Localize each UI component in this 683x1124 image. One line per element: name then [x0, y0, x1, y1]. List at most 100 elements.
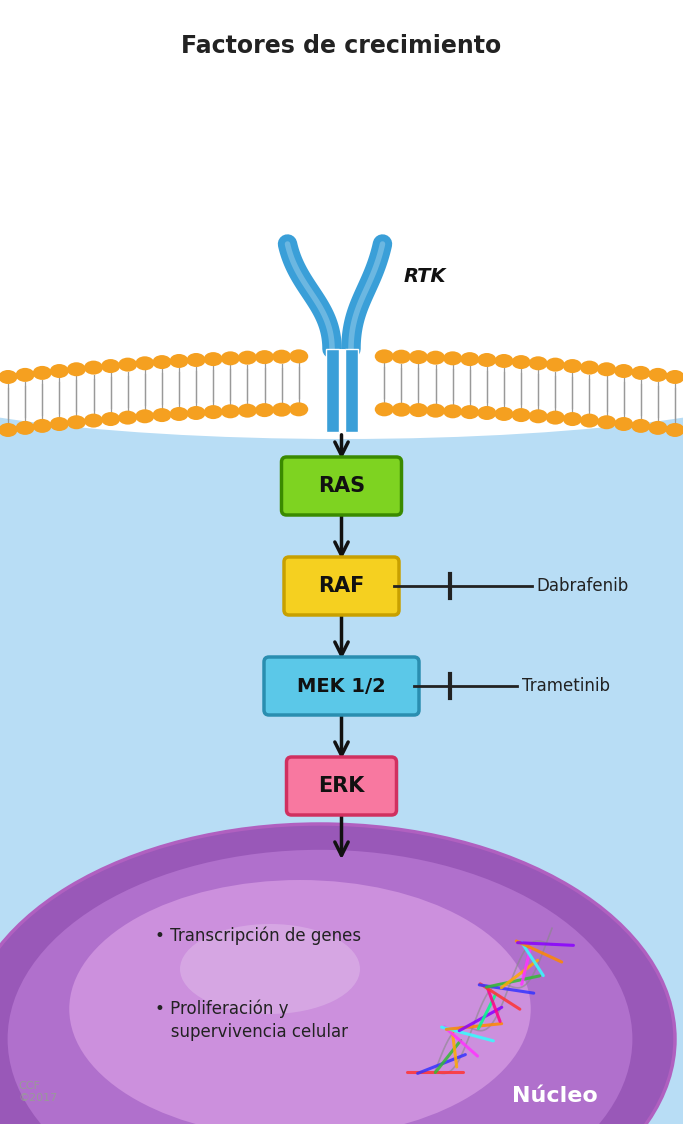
- Ellipse shape: [648, 368, 667, 382]
- Ellipse shape: [529, 409, 548, 424]
- Text: • Transcripción de genes: • Transcripción de genes: [155, 927, 361, 945]
- Ellipse shape: [512, 355, 531, 369]
- Ellipse shape: [169, 407, 189, 422]
- Ellipse shape: [238, 404, 257, 418]
- Ellipse shape: [529, 356, 548, 370]
- Ellipse shape: [180, 924, 360, 1014]
- Text: CCF
©2017: CCF ©2017: [18, 1081, 57, 1103]
- Ellipse shape: [67, 362, 86, 377]
- Text: Núcleo: Núcleo: [512, 1086, 598, 1106]
- Ellipse shape: [0, 370, 18, 384]
- Ellipse shape: [289, 350, 308, 363]
- Ellipse shape: [255, 404, 274, 417]
- Bar: [326, 348, 339, 432]
- Ellipse shape: [101, 413, 120, 426]
- Ellipse shape: [375, 350, 394, 363]
- Ellipse shape: [50, 364, 69, 378]
- Ellipse shape: [409, 404, 428, 417]
- Ellipse shape: [50, 417, 69, 430]
- Ellipse shape: [0, 824, 675, 1124]
- Text: RAF: RAF: [318, 575, 365, 596]
- Ellipse shape: [169, 354, 189, 368]
- Ellipse shape: [84, 414, 103, 427]
- Ellipse shape: [426, 404, 445, 418]
- Ellipse shape: [563, 413, 582, 426]
- Ellipse shape: [84, 361, 103, 374]
- Ellipse shape: [580, 414, 599, 427]
- Bar: [0, 369, 683, 1124]
- Ellipse shape: [0, 299, 683, 439]
- Ellipse shape: [375, 402, 394, 416]
- Ellipse shape: [67, 415, 86, 429]
- Ellipse shape: [16, 420, 35, 435]
- Ellipse shape: [631, 366, 650, 380]
- Ellipse shape: [665, 370, 683, 384]
- Ellipse shape: [426, 351, 445, 364]
- Text: • Proliferación y
   supervivencia celular: • Proliferación y supervivencia celular: [155, 999, 348, 1041]
- FancyBboxPatch shape: [281, 457, 402, 515]
- Ellipse shape: [597, 362, 616, 377]
- Ellipse shape: [16, 368, 35, 382]
- Ellipse shape: [563, 359, 582, 373]
- Ellipse shape: [494, 407, 514, 422]
- Text: RAS: RAS: [318, 475, 365, 496]
- Ellipse shape: [118, 357, 137, 372]
- Ellipse shape: [101, 359, 120, 373]
- Ellipse shape: [597, 415, 616, 429]
- Ellipse shape: [69, 880, 531, 1124]
- Ellipse shape: [580, 361, 599, 374]
- Ellipse shape: [289, 402, 308, 416]
- FancyBboxPatch shape: [286, 756, 397, 815]
- Bar: [339, 348, 344, 432]
- Ellipse shape: [272, 350, 291, 364]
- Ellipse shape: [0, 423, 18, 437]
- Text: Dabrafenib: Dabrafenib: [537, 577, 629, 595]
- Ellipse shape: [546, 410, 565, 425]
- Ellipse shape: [204, 405, 223, 419]
- Ellipse shape: [460, 405, 479, 419]
- Ellipse shape: [614, 364, 633, 378]
- Ellipse shape: [460, 352, 479, 366]
- Ellipse shape: [477, 406, 497, 420]
- FancyBboxPatch shape: [284, 558, 399, 615]
- Ellipse shape: [33, 419, 52, 433]
- Ellipse shape: [272, 402, 291, 417]
- Ellipse shape: [443, 352, 462, 365]
- Ellipse shape: [477, 353, 497, 368]
- Ellipse shape: [648, 420, 667, 435]
- Ellipse shape: [631, 419, 650, 433]
- Bar: [0, 0, 683, 348]
- Ellipse shape: [255, 350, 274, 364]
- Ellipse shape: [186, 406, 206, 420]
- Ellipse shape: [33, 366, 52, 380]
- Ellipse shape: [0, 309, 683, 419]
- Ellipse shape: [186, 353, 206, 368]
- FancyBboxPatch shape: [264, 658, 419, 715]
- Text: RTK: RTK: [404, 268, 446, 287]
- Ellipse shape: [221, 405, 240, 418]
- Ellipse shape: [152, 355, 171, 369]
- Bar: [344, 348, 357, 432]
- Ellipse shape: [512, 408, 531, 423]
- Text: MEK 1/2: MEK 1/2: [297, 677, 386, 696]
- Ellipse shape: [152, 408, 171, 423]
- Ellipse shape: [614, 417, 633, 430]
- Ellipse shape: [135, 409, 154, 424]
- Ellipse shape: [204, 352, 223, 366]
- Ellipse shape: [665, 423, 683, 437]
- Ellipse shape: [409, 350, 428, 364]
- Ellipse shape: [8, 850, 632, 1124]
- Ellipse shape: [221, 352, 240, 365]
- Text: Factores de crecimiento: Factores de crecimiento: [182, 34, 501, 58]
- Ellipse shape: [135, 356, 154, 370]
- Ellipse shape: [392, 402, 411, 417]
- Text: Trametinib: Trametinib: [522, 677, 609, 695]
- Ellipse shape: [392, 350, 411, 364]
- Ellipse shape: [118, 410, 137, 425]
- Bar: [0, 344, 683, 1124]
- Ellipse shape: [443, 405, 462, 418]
- Ellipse shape: [238, 351, 257, 364]
- Ellipse shape: [494, 354, 514, 368]
- Text: ERK: ERK: [318, 776, 365, 796]
- Ellipse shape: [546, 357, 565, 372]
